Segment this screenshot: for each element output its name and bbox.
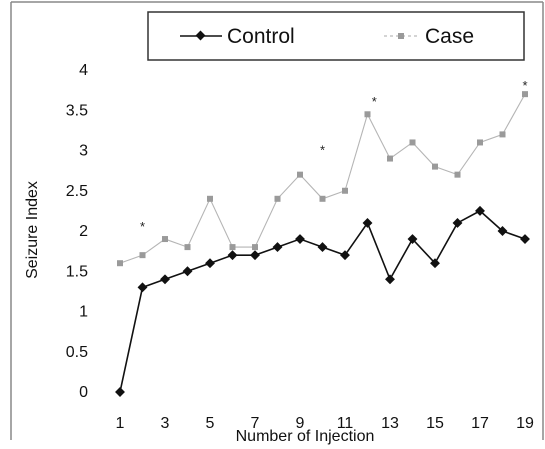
- y-tick-label: 2: [79, 223, 88, 240]
- y-tick-label: 0.5: [66, 344, 88, 361]
- significance-mark: *: [522, 78, 527, 93]
- data-point-control: [475, 205, 485, 216]
- data-point-control: [250, 250, 260, 261]
- significance-mark: *: [372, 94, 377, 109]
- y-tick-label: 1: [79, 304, 88, 321]
- y-axis-ticks: 0 0.5 1 1.5 2 2.5 3 3.5 4: [66, 62, 88, 401]
- data-point-case: [229, 244, 236, 251]
- x-tick-label: 17: [471, 415, 489, 432]
- data-point-case: [387, 155, 393, 162]
- data-point-control: [137, 282, 148, 293]
- data-point-case: [477, 139, 483, 146]
- data-point-case: [297, 171, 303, 178]
- legend: Control Case: [147, 11, 525, 61]
- data-point-case: [252, 244, 258, 251]
- annotations: * * * *: [140, 78, 528, 234]
- x-tick-label: 19: [516, 415, 534, 432]
- y-tick-label: 1.5: [66, 263, 88, 280]
- data-point-control: [340, 250, 350, 261]
- significance-mark: *: [140, 219, 145, 234]
- legend-control-marker: [195, 30, 206, 41]
- data-point-control: [272, 242, 283, 253]
- data-point-control: [497, 226, 508, 236]
- data-point-case: [409, 139, 416, 146]
- data-point-case: [364, 111, 371, 118]
- data-point-case: [207, 195, 213, 202]
- legend-case-label: Case: [425, 25, 474, 48]
- y-tick-label: 3: [79, 143, 88, 160]
- data-point-control: [407, 234, 418, 244]
- data-point-control: [385, 274, 395, 285]
- x-tick-label: 5: [206, 415, 215, 432]
- data-point-control: [205, 258, 215, 269]
- data-point-control: [182, 266, 193, 277]
- data-point-case: [342, 187, 348, 194]
- data-point-case: [139, 252, 146, 259]
- data-point-case: [319, 195, 326, 202]
- data-point-control: [227, 250, 238, 261]
- data-point-case: [499, 131, 506, 138]
- data-point-control: [295, 234, 305, 244]
- series-line-case: [119, 93, 526, 264]
- y-tick-label: 0: [79, 384, 88, 401]
- x-tick-label: 1: [116, 415, 125, 432]
- series-layer: [115, 91, 530, 397]
- x-tick-label: 13: [381, 415, 399, 432]
- x-tick-label: 7: [251, 415, 260, 432]
- data-point-control: [115, 387, 125, 397]
- legend-case-marker: [398, 33, 404, 39]
- data-point-control: [430, 258, 440, 269]
- data-point-control: [520, 234, 530, 244]
- data-point-case: [184, 244, 191, 251]
- y-tick-label: 4: [79, 62, 88, 79]
- y-tick-label: 2.5: [66, 183, 88, 200]
- series-line-control: [119, 209, 526, 393]
- legend-control-label: Control: [227, 25, 295, 48]
- y-axis-title: Seizure Index: [24, 181, 41, 279]
- data-point-control: [317, 242, 328, 253]
- data-point-case: [117, 260, 123, 267]
- x-tick-label: 11: [337, 415, 354, 432]
- data-point-case: [162, 236, 168, 243]
- x-tick-label: 9: [296, 415, 305, 432]
- data-point-case: [432, 163, 438, 170]
- data-point-control: [452, 218, 463, 228]
- data-point-control: [362, 218, 373, 228]
- x-tick-label: 3: [161, 415, 170, 432]
- significance-mark: *: [320, 142, 325, 157]
- x-axis-ticks: 1 3 5 7 9 11 13 15 17 19: [116, 415, 534, 432]
- data-point-case: [522, 91, 528, 98]
- data-point-control: [160, 274, 170, 285]
- data-point-case: [454, 171, 461, 178]
- y-tick-label: 3.5: [66, 102, 88, 119]
- x-tick-label: 15: [426, 415, 444, 432]
- x-axis-title: Number of Injection: [236, 428, 375, 445]
- data-point-case: [274, 195, 281, 202]
